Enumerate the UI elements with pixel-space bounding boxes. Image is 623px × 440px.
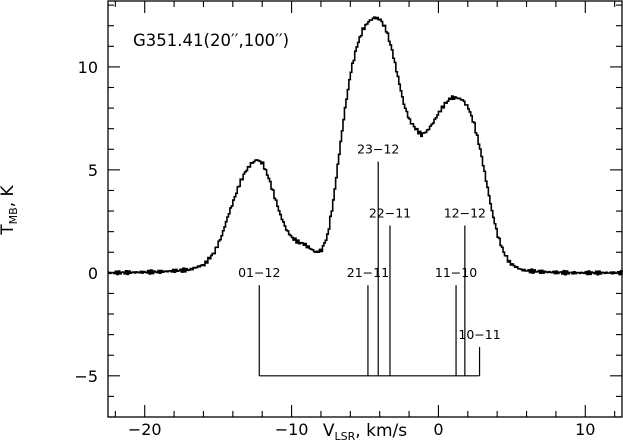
x-tick-label: −20: [128, 420, 162, 439]
y-axis-title: TMB, K: [0, 184, 20, 235]
x-tick-label: 0: [433, 420, 443, 439]
source-label: G351.41(20′′,100′′): [133, 31, 289, 50]
x-tick-labels: −20 −10 0 10: [128, 420, 596, 439]
y-tick-label: 5: [88, 161, 98, 180]
hyperfine-components: 01−12 21−11 23−12 22−11 11−10 12−12 10−11: [238, 142, 501, 377]
hfs-component-label: 01−12: [238, 265, 280, 280]
hfs-component-label: 22−11: [369, 205, 411, 220]
spectrum-line: [108, 16, 623, 276]
plot-frame: [107, 0, 623, 418]
x-axis-title: VLSR, km/s: [323, 421, 407, 440]
y-tick-label: −5: [74, 367, 98, 386]
hfs-component-label: 10−11: [458, 327, 500, 342]
hfs-component-label: 11−10: [435, 265, 477, 280]
hfs-component-label: 23−12: [357, 142, 399, 157]
y-tick-labels: −5 0 5 10: [74, 58, 98, 386]
y-tick-label: 10: [78, 58, 98, 77]
hfs-component-label: 12−12: [444, 205, 486, 220]
hfs-component-label: 21−11: [347, 265, 389, 280]
x-tick-label: 10: [575, 420, 595, 439]
ticks: [108, 1, 622, 418]
x-tick-label: −10: [275, 420, 309, 439]
y-tick-label: 0: [88, 264, 98, 283]
